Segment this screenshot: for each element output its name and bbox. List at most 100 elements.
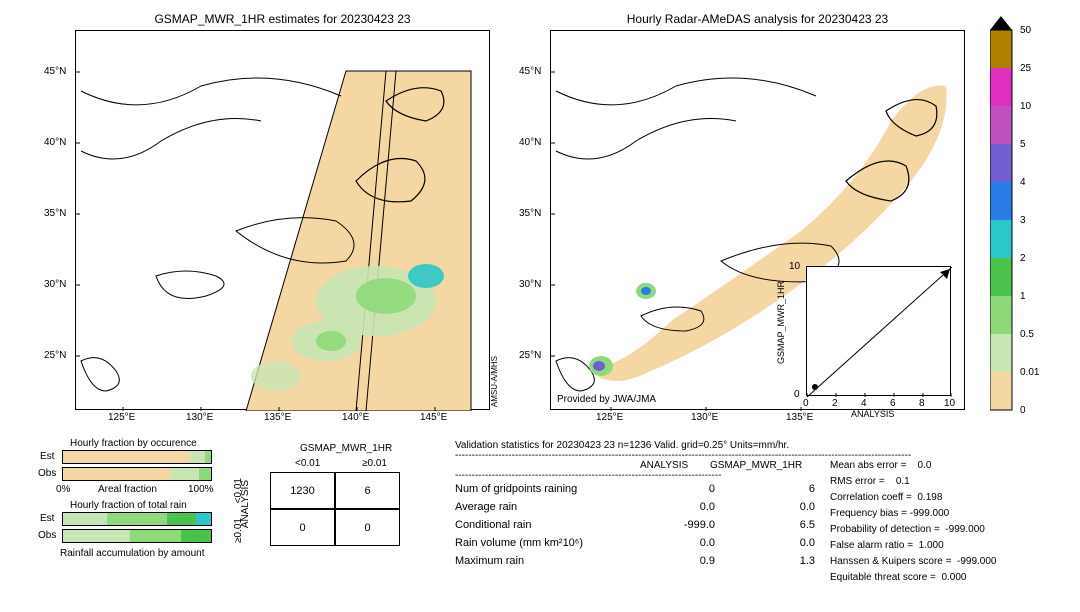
row-label: ≥0.01 xyxy=(233,518,244,543)
scatter-inset xyxy=(806,266,951,396)
occurrence-est-bar xyxy=(62,450,212,464)
colorbar-svg xyxy=(990,16,1050,412)
ytick: 40°N xyxy=(519,137,541,148)
row-label: Obs xyxy=(38,468,56,479)
axis-label: 0% xyxy=(56,484,70,495)
cell: 6 xyxy=(335,472,400,509)
ytick: 25°N xyxy=(519,350,541,361)
inset-xtick: 6 xyxy=(890,398,896,409)
occurrence-title: Hourly fraction by occurence xyxy=(70,438,197,449)
bar-segment xyxy=(107,513,166,525)
cb-label: 3 xyxy=(1020,215,1026,226)
bar-segment xyxy=(63,513,107,525)
stat-line: Hanssen & Kuipers score = -999.000 xyxy=(830,556,996,572)
validation-row: Conditional rain -999.0 6.5 xyxy=(455,519,815,537)
cell: 1230 xyxy=(270,472,335,509)
row-label: Est xyxy=(40,513,54,524)
validation-rows: Num of gridpoints raining 0 6 Average ra… xyxy=(455,483,815,573)
xtick: 125°E xyxy=(108,412,135,423)
right-map-title: Hourly Radar-AMeDAS analysis for 2023042… xyxy=(550,12,965,26)
inset-xlabel: ANALYSIS xyxy=(851,409,894,419)
bar-segment xyxy=(181,530,211,542)
cb-label: 2 xyxy=(1020,253,1026,264)
row-label: Est xyxy=(40,451,54,462)
ytick: 45°N xyxy=(44,66,66,77)
cell: 0 xyxy=(335,509,400,546)
cb-label: 0 xyxy=(1020,405,1026,416)
bar-segment xyxy=(170,468,200,480)
axis-label: 100% xyxy=(188,484,214,495)
stat-line: False alarm ratio = 1.000 xyxy=(830,540,996,556)
validation-row: Average rain 0.0 0.0 xyxy=(455,501,815,519)
axis-label: Areal fraction xyxy=(98,484,157,495)
colorbar xyxy=(990,30,1012,410)
right-map-frame: 0 2 4 6 8 10 0 10 ANALYSIS GSMAP_MWR_1HR… xyxy=(550,30,965,410)
ytick: 30°N xyxy=(519,279,541,290)
bar-segment xyxy=(196,513,211,525)
bar-segment xyxy=(63,530,130,542)
xtick: 145°E xyxy=(420,412,447,423)
validation-row: Maximum rain 0.9 1.3 xyxy=(455,555,815,573)
bar-segment xyxy=(190,451,205,463)
cb-label: 10 xyxy=(1020,101,1031,112)
bar-segment xyxy=(63,451,190,463)
dash-line: ----------------------------------------… xyxy=(455,470,815,481)
cb-label: 25 xyxy=(1020,63,1031,74)
cb-label: 0.5 xyxy=(1020,329,1034,340)
inset-xtick: 8 xyxy=(919,398,925,409)
contingency-col-header: GSMAP_MWR_1HR xyxy=(300,443,392,454)
cb-label: 5 xyxy=(1020,139,1026,150)
left-map-svg xyxy=(76,31,491,411)
left-map-frame: AMSU-A/MHS xyxy=(75,30,490,410)
inset-ytick: 10 xyxy=(789,261,800,272)
left-map-note: AMSU-A/MHS xyxy=(490,356,499,407)
stat-line: Probability of detection = -999.000 xyxy=(830,524,996,540)
col-label: <0.01 xyxy=(295,458,320,469)
validation-stats: Mean abs error = 0.0RMS error = 0.1Corre… xyxy=(830,460,996,588)
bar-segment xyxy=(205,451,211,463)
cb-label: 0.01 xyxy=(1020,367,1039,378)
cb-label: 1 xyxy=(1020,291,1026,302)
occurrence-obs-bar xyxy=(62,467,212,481)
inset-xtick: 2 xyxy=(832,398,838,409)
bar-segment xyxy=(63,468,170,480)
row-label: Obs xyxy=(38,530,56,541)
contingency-table: 1230 6 0 0 xyxy=(270,472,400,546)
left-map-title: GSMAP_MWR_1HR estimates for 20230423 23 xyxy=(75,12,490,26)
bar-segment xyxy=(199,468,211,480)
ytick: 30°N xyxy=(44,279,66,290)
xtick: 125°E xyxy=(596,412,623,423)
stat-line: Correlation coeff = 0.198 xyxy=(830,492,996,508)
validation-row: Num of gridpoints raining 0 6 xyxy=(455,483,815,501)
xtick: 130°E xyxy=(691,412,718,423)
inset-xtick: 0 xyxy=(803,398,809,409)
cb-label: 50 xyxy=(1020,25,1031,36)
cb-label: 4 xyxy=(1020,177,1026,188)
validation-row: Rain volume (mm km²10⁶) 0.0 0.0 xyxy=(455,537,815,555)
stat-line: Frequency bias = -999.000 xyxy=(830,508,996,524)
xtick: 135°E xyxy=(264,412,291,423)
bar-segment xyxy=(130,530,182,542)
inset-ylabel: GSMAP_MWR_1HR xyxy=(776,281,786,364)
ytick: 35°N xyxy=(44,208,66,219)
totalrain-obs-bar xyxy=(62,529,212,543)
totalrain-footer: Rainfall accumulation by amount xyxy=(60,548,205,559)
inset-xtick: 4 xyxy=(861,398,867,409)
stat-line: RMS error = 0.1 xyxy=(830,476,996,492)
ytick: 45°N xyxy=(519,66,541,77)
totalrain-est-bar xyxy=(62,512,212,526)
bar-segment xyxy=(167,513,197,525)
stat-line: Equitable threat score = 0.000 xyxy=(830,572,996,588)
xtick: 130°E xyxy=(186,412,213,423)
cell: 0 xyxy=(270,509,335,546)
scatter-svg xyxy=(807,267,952,397)
totalrain-title: Hourly fraction of total rain xyxy=(70,500,187,511)
row-label: <0.01 xyxy=(233,478,244,503)
ytick: 40°N xyxy=(44,137,66,148)
ytick: 25°N xyxy=(44,350,66,361)
ytick: 35°N xyxy=(519,208,541,219)
xtick: 135°E xyxy=(786,412,813,423)
xtick: 140°E xyxy=(342,412,369,423)
provider-text: Provided by JWA/JMA xyxy=(557,394,656,405)
col-label: ≥0.01 xyxy=(362,458,387,469)
